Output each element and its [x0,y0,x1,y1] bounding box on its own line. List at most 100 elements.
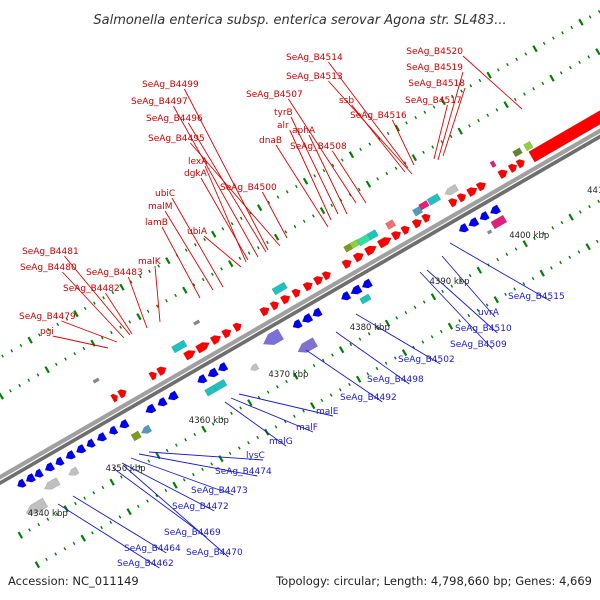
tick-mark [294,184,298,189]
forward-feature-cyan [171,339,188,354]
backbone [0,128,600,486]
forward-gene [148,371,157,381]
tick-mark [532,45,538,53]
forward-gene-label: pgi [40,327,54,337]
tick-mark [203,237,206,242]
forward-gene [259,306,270,317]
forward-feature-lightgreen [523,141,534,152]
reverse-gene-label-leader [224,401,287,447]
forward-gene [421,213,431,224]
forward-gene-label-leader [127,276,148,329]
tick-mark [539,269,545,277]
tick-mark [228,451,232,456]
gene-features [17,110,600,515]
reverse-feature-cyan [359,293,372,305]
tick-mark [155,494,159,498]
forward-gene-label: SeAg_B4519 [406,63,463,73]
forward-gene [341,259,352,270]
tick-mark [73,352,77,356]
tick-mark [542,41,546,46]
reverse-gene-label-leader [112,467,207,538]
forward-feature-gray [92,377,100,384]
tick-mark [357,187,361,192]
forward-gene [363,245,377,257]
tick-mark [109,478,115,486]
reverse-gene [86,438,96,448]
tick-mark [238,256,242,260]
tick-mark [47,327,50,332]
tick-mark [285,190,289,194]
tick-mark [450,284,454,288]
forward-gene-label: malM [148,202,173,212]
tick-mark [102,296,105,300]
forward-gene [156,366,167,377]
reverse-feature-gray [44,477,61,490]
tick-mark [559,71,563,75]
tick-mark [249,211,252,215]
tick-mark [493,296,500,304]
tick-mark [266,240,269,245]
tick-mark [467,313,471,318]
scale-label: 4410 kbp [587,186,600,196]
tick-mark [330,203,334,207]
tick-mark [578,60,581,64]
tick-mark [230,221,234,226]
tick-mark [18,383,21,388]
reverse-gene-label: SeAg_B4462 [117,559,174,569]
tick-mark [302,409,305,413]
reverse-gene-label: SeAg_B4515 [508,292,565,302]
tick-mark [550,266,553,270]
forward-gene-label-leader [61,320,118,343]
tick-mark [578,18,584,26]
reverse-gene-label-leader [123,465,229,558]
forward-gene [221,328,232,339]
forward-gene-label: SeAg_B4517 [405,96,462,106]
tick-mark [310,402,316,410]
forward-gene [376,237,392,249]
reverse-gene-label: SeAg_B4498 [367,375,424,385]
tick-mark [73,310,79,318]
accession-text: Accession: NC_011149 [8,574,139,588]
reverse-gene-label-leader [419,271,493,350]
forward-feature-magenta [489,160,497,168]
tick-mark [194,243,197,247]
forward-gene-label: tyrB [274,108,293,118]
forward-gene [515,159,525,169]
tick-mark [457,127,463,135]
reverse-gene-label-leader [355,313,441,365]
forward-gene-label-leader [171,197,224,288]
tick-mark [368,142,372,146]
forward-gene-label-leader [105,292,133,335]
forward-gene-label: SeAg_B4479 [19,312,76,322]
tick-mark [155,304,159,308]
forward-gene-label-leader [433,104,448,160]
tick-mark [37,333,41,337]
reverse-gene [55,456,65,466]
label-leader-lines [52,55,551,569]
tick-mark [82,346,86,351]
tick-mark [595,239,599,244]
reverse-gene-label: SeAg_B4510 [455,324,512,334]
forward-gene-label: SeAg_B4513 [286,72,343,82]
tick-mark [542,231,545,235]
tick-mark [44,366,50,374]
tick-mark [524,52,528,56]
reverse-gene-label-leader [305,349,383,403]
tick-mark [54,362,58,366]
forward-gene-label-leader [200,177,249,261]
tick-mark [405,121,408,125]
tick-mark [451,94,454,99]
scale-label: 4350 kbp [106,464,146,474]
tick-mark [210,462,214,466]
tick-mark [329,393,333,397]
reverse-feature-gray [25,497,48,515]
scale-label: 4400 kbp [509,231,549,241]
tick-mark [91,531,94,535]
reverse-gene-label: malF [296,423,318,433]
tick-mark [56,322,60,326]
reverse-gene [468,216,480,227]
tick-mark [165,448,169,453]
tick-mark [549,74,555,82]
tick-mark [184,248,188,252]
forward-gene-label-leader [391,119,415,166]
